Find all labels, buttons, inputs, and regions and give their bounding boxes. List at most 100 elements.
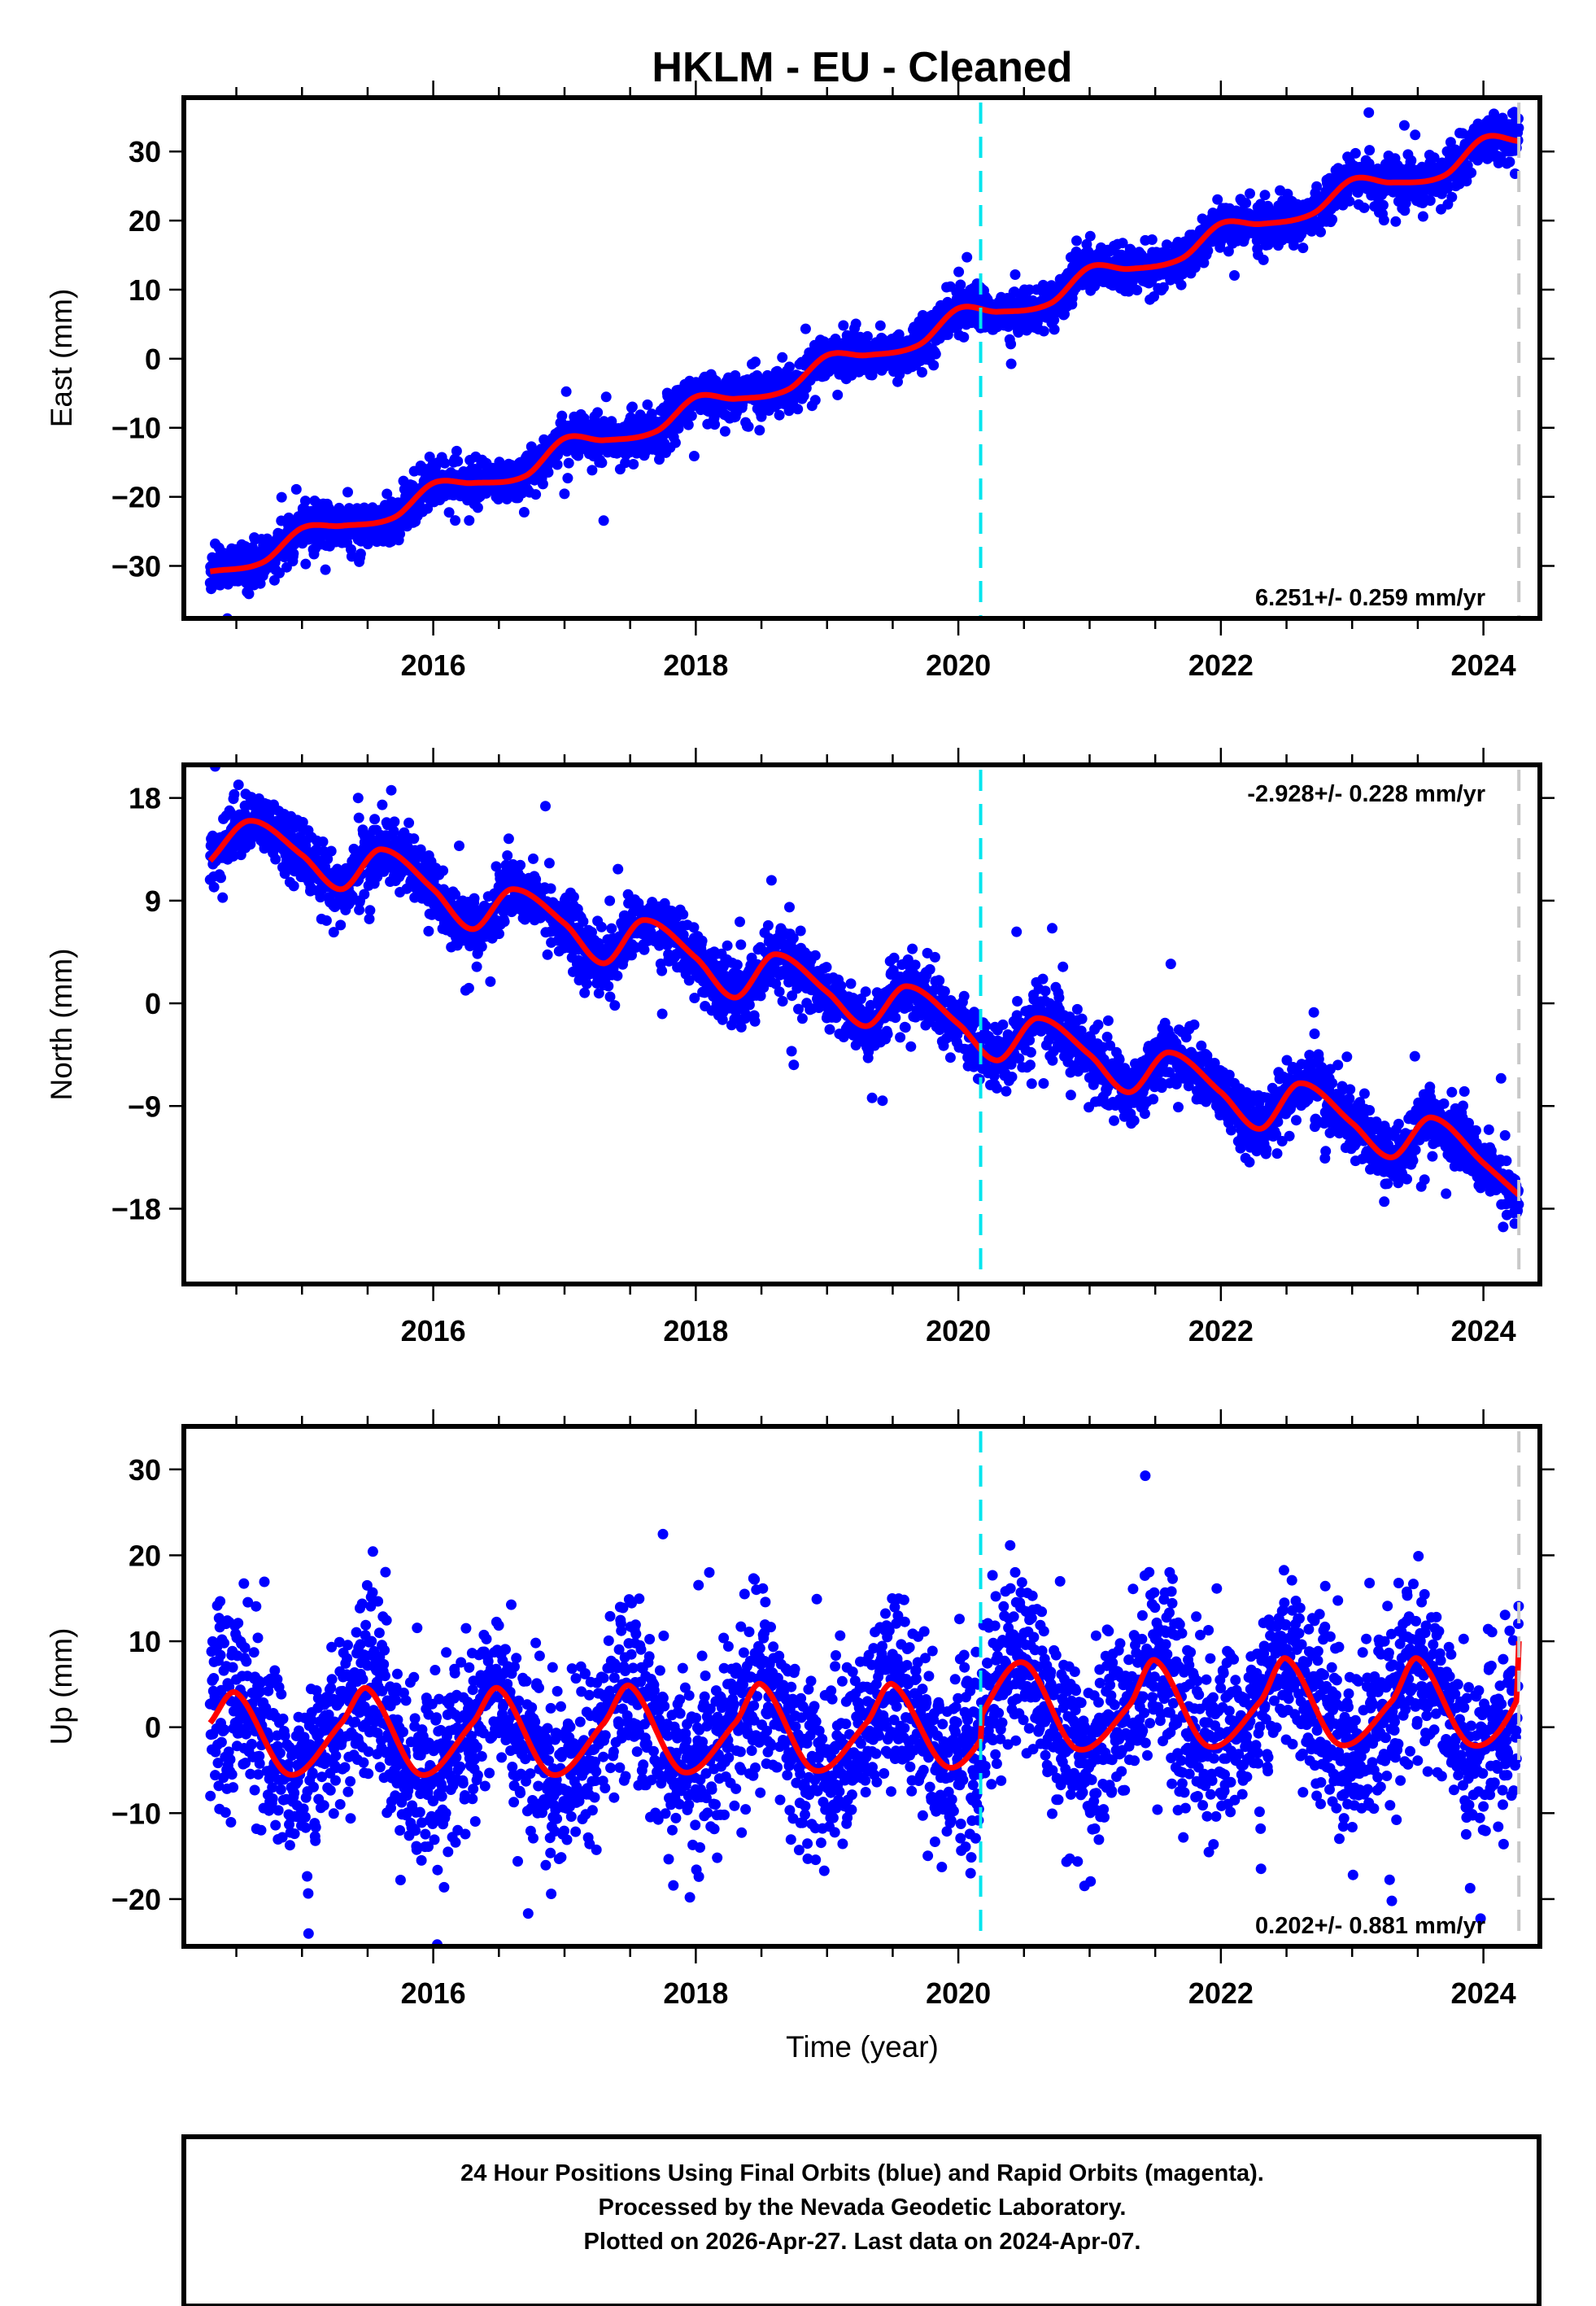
data-point [454, 841, 464, 851]
data-point [838, 320, 849, 331]
data-point [696, 935, 708, 946]
data-point [464, 515, 475, 526]
data-point [471, 961, 482, 972]
data-point [749, 1015, 761, 1027]
data-point [673, 423, 684, 434]
data-point [1446, 191, 1458, 203]
data-point [1398, 120, 1410, 131]
data-point [917, 367, 927, 378]
data-point [1350, 147, 1361, 159]
data-point [321, 915, 332, 926]
y-tick-label: 30 [129, 135, 161, 168]
data-point [288, 548, 299, 559]
x-tick-label: 2016 [401, 649, 466, 682]
data-point [774, 409, 785, 421]
data-point [1071, 235, 1082, 247]
data-point [596, 457, 608, 469]
data-point [342, 487, 353, 498]
east-panel: 2016 2018 2020 2022 20243020100−10−20−30East… [45, 81, 1555, 682]
data-point [587, 465, 598, 476]
data-point [1132, 285, 1143, 295]
chart-title: HKLM - EU - Cleaned [652, 44, 1072, 91]
x-tick-label: 2018 [663, 649, 728, 682]
data-point [832, 389, 844, 400]
data-point [893, 329, 905, 340]
data-point [600, 391, 612, 403]
y-tick-label: −20 [111, 481, 161, 514]
data-point [1315, 226, 1326, 238]
data-point [217, 892, 229, 903]
data-point [642, 399, 653, 410]
data-point [777, 352, 788, 363]
data-point [1327, 214, 1338, 225]
data-point [598, 515, 609, 526]
data-point [1513, 122, 1524, 133]
data-point [216, 872, 226, 884]
data-point [953, 266, 965, 277]
data-point [543, 467, 554, 478]
data-point [499, 916, 510, 928]
data-point [543, 858, 555, 869]
data-point [579, 987, 591, 998]
data-point [423, 925, 434, 937]
data-point [556, 410, 568, 421]
data-point [364, 905, 376, 916]
data-point [1410, 129, 1421, 141]
data-point [450, 515, 461, 526]
data-point [485, 976, 496, 987]
data-point [353, 812, 364, 823]
y-tick-label: 10 [129, 273, 161, 307]
data-point [1344, 195, 1355, 207]
data-point [613, 863, 624, 875]
data-point [233, 780, 244, 790]
y-tick-label: 20 [129, 204, 161, 238]
data-point [1245, 188, 1255, 199]
data-point [502, 850, 513, 861]
data-point [735, 939, 747, 950]
data-point [422, 503, 434, 514]
data-point [438, 865, 449, 876]
data-point [1377, 199, 1389, 211]
data-point [563, 457, 574, 469]
data-point [743, 421, 754, 432]
data-point [1259, 190, 1271, 201]
data-point [1378, 215, 1389, 226]
data-point [469, 893, 480, 904]
data-point [719, 426, 730, 437]
data-point [1297, 242, 1309, 254]
data-point [443, 507, 455, 518]
data-point [958, 331, 970, 343]
data-point [930, 348, 941, 360]
data-point [463, 982, 474, 994]
data-point [395, 528, 406, 539]
data-point [620, 457, 631, 469]
data-point [656, 1008, 668, 1020]
data-point [1311, 181, 1323, 192]
data-point [452, 456, 464, 467]
data-point [762, 919, 774, 931]
data-point [1258, 254, 1269, 265]
data-point [229, 788, 240, 800]
data-point [451, 445, 462, 456]
data-point [1229, 270, 1240, 281]
data-point [722, 940, 733, 951]
data-point [559, 488, 570, 500]
data-point [1466, 167, 1477, 178]
data-point [603, 980, 614, 992]
data-point [609, 1000, 621, 1011]
data-point [352, 793, 364, 804]
data-point [208, 881, 220, 893]
data-point [792, 404, 804, 415]
data-point [656, 965, 668, 976]
data-point [270, 854, 281, 865]
data-point [735, 916, 745, 928]
data-point [626, 401, 638, 413]
data-point [1358, 202, 1370, 213]
data-point [731, 959, 743, 971]
data-point [515, 859, 526, 871]
data-point [894, 369, 905, 380]
data-point [518, 507, 530, 518]
data-point [288, 880, 299, 892]
data-point [537, 478, 548, 490]
